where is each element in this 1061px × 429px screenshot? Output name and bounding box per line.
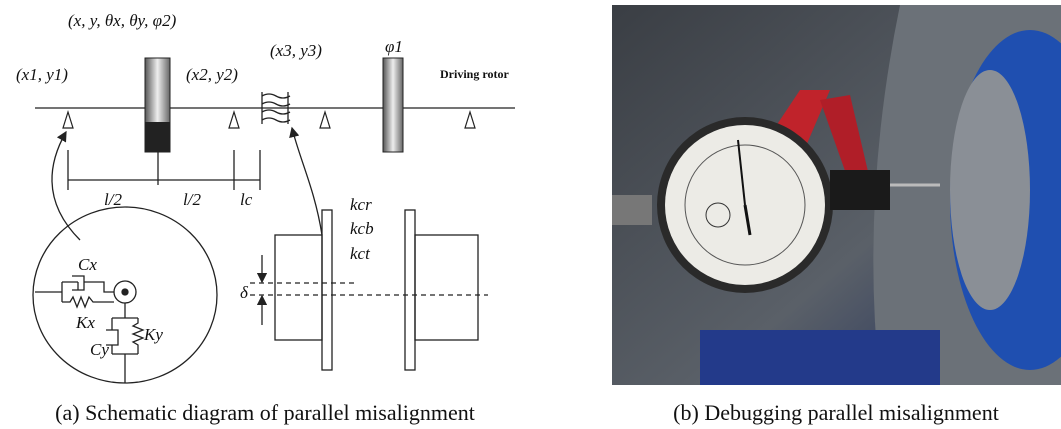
caption: (b) Debugging parallel misalignment bbox=[673, 400, 999, 425]
label: Ky bbox=[143, 325, 163, 344]
supports bbox=[63, 112, 475, 128]
label: (x2, y2) bbox=[186, 65, 238, 84]
label: δ bbox=[240, 283, 249, 302]
label: φ1 bbox=[385, 37, 403, 56]
label: l/2 bbox=[183, 190, 201, 209]
arrow bbox=[52, 132, 80, 240]
label: kct bbox=[350, 244, 371, 263]
dimensions bbox=[68, 150, 260, 190]
label: Kx bbox=[75, 313, 95, 332]
label: Driving rotor bbox=[440, 67, 509, 81]
disk-shade bbox=[145, 122, 170, 152]
label: (x3, y3) bbox=[270, 41, 322, 60]
label: lc bbox=[240, 190, 253, 209]
photo bbox=[612, 5, 1061, 385]
label: Cy bbox=[90, 340, 109, 359]
label: l/2 bbox=[104, 190, 122, 209]
label: (x, y, θx, θy, φ2) bbox=[68, 11, 177, 30]
caption: (a) Schematic diagram of parallel misali… bbox=[55, 400, 475, 425]
schematic: (x, y, θx, θy, φ2) (x1, y1) (x2, y2) (x3… bbox=[16, 11, 515, 383]
label: kcb bbox=[350, 219, 374, 238]
label: Cx bbox=[78, 255, 97, 274]
disk bbox=[383, 58, 403, 152]
arrow bbox=[292, 128, 322, 235]
figure: (x, y, θx, θy, φ2) (x1, y1) (x2, y2) (x3… bbox=[0, 0, 1061, 429]
label: (x1, y1) bbox=[16, 65, 68, 84]
label: kcr bbox=[350, 195, 372, 214]
